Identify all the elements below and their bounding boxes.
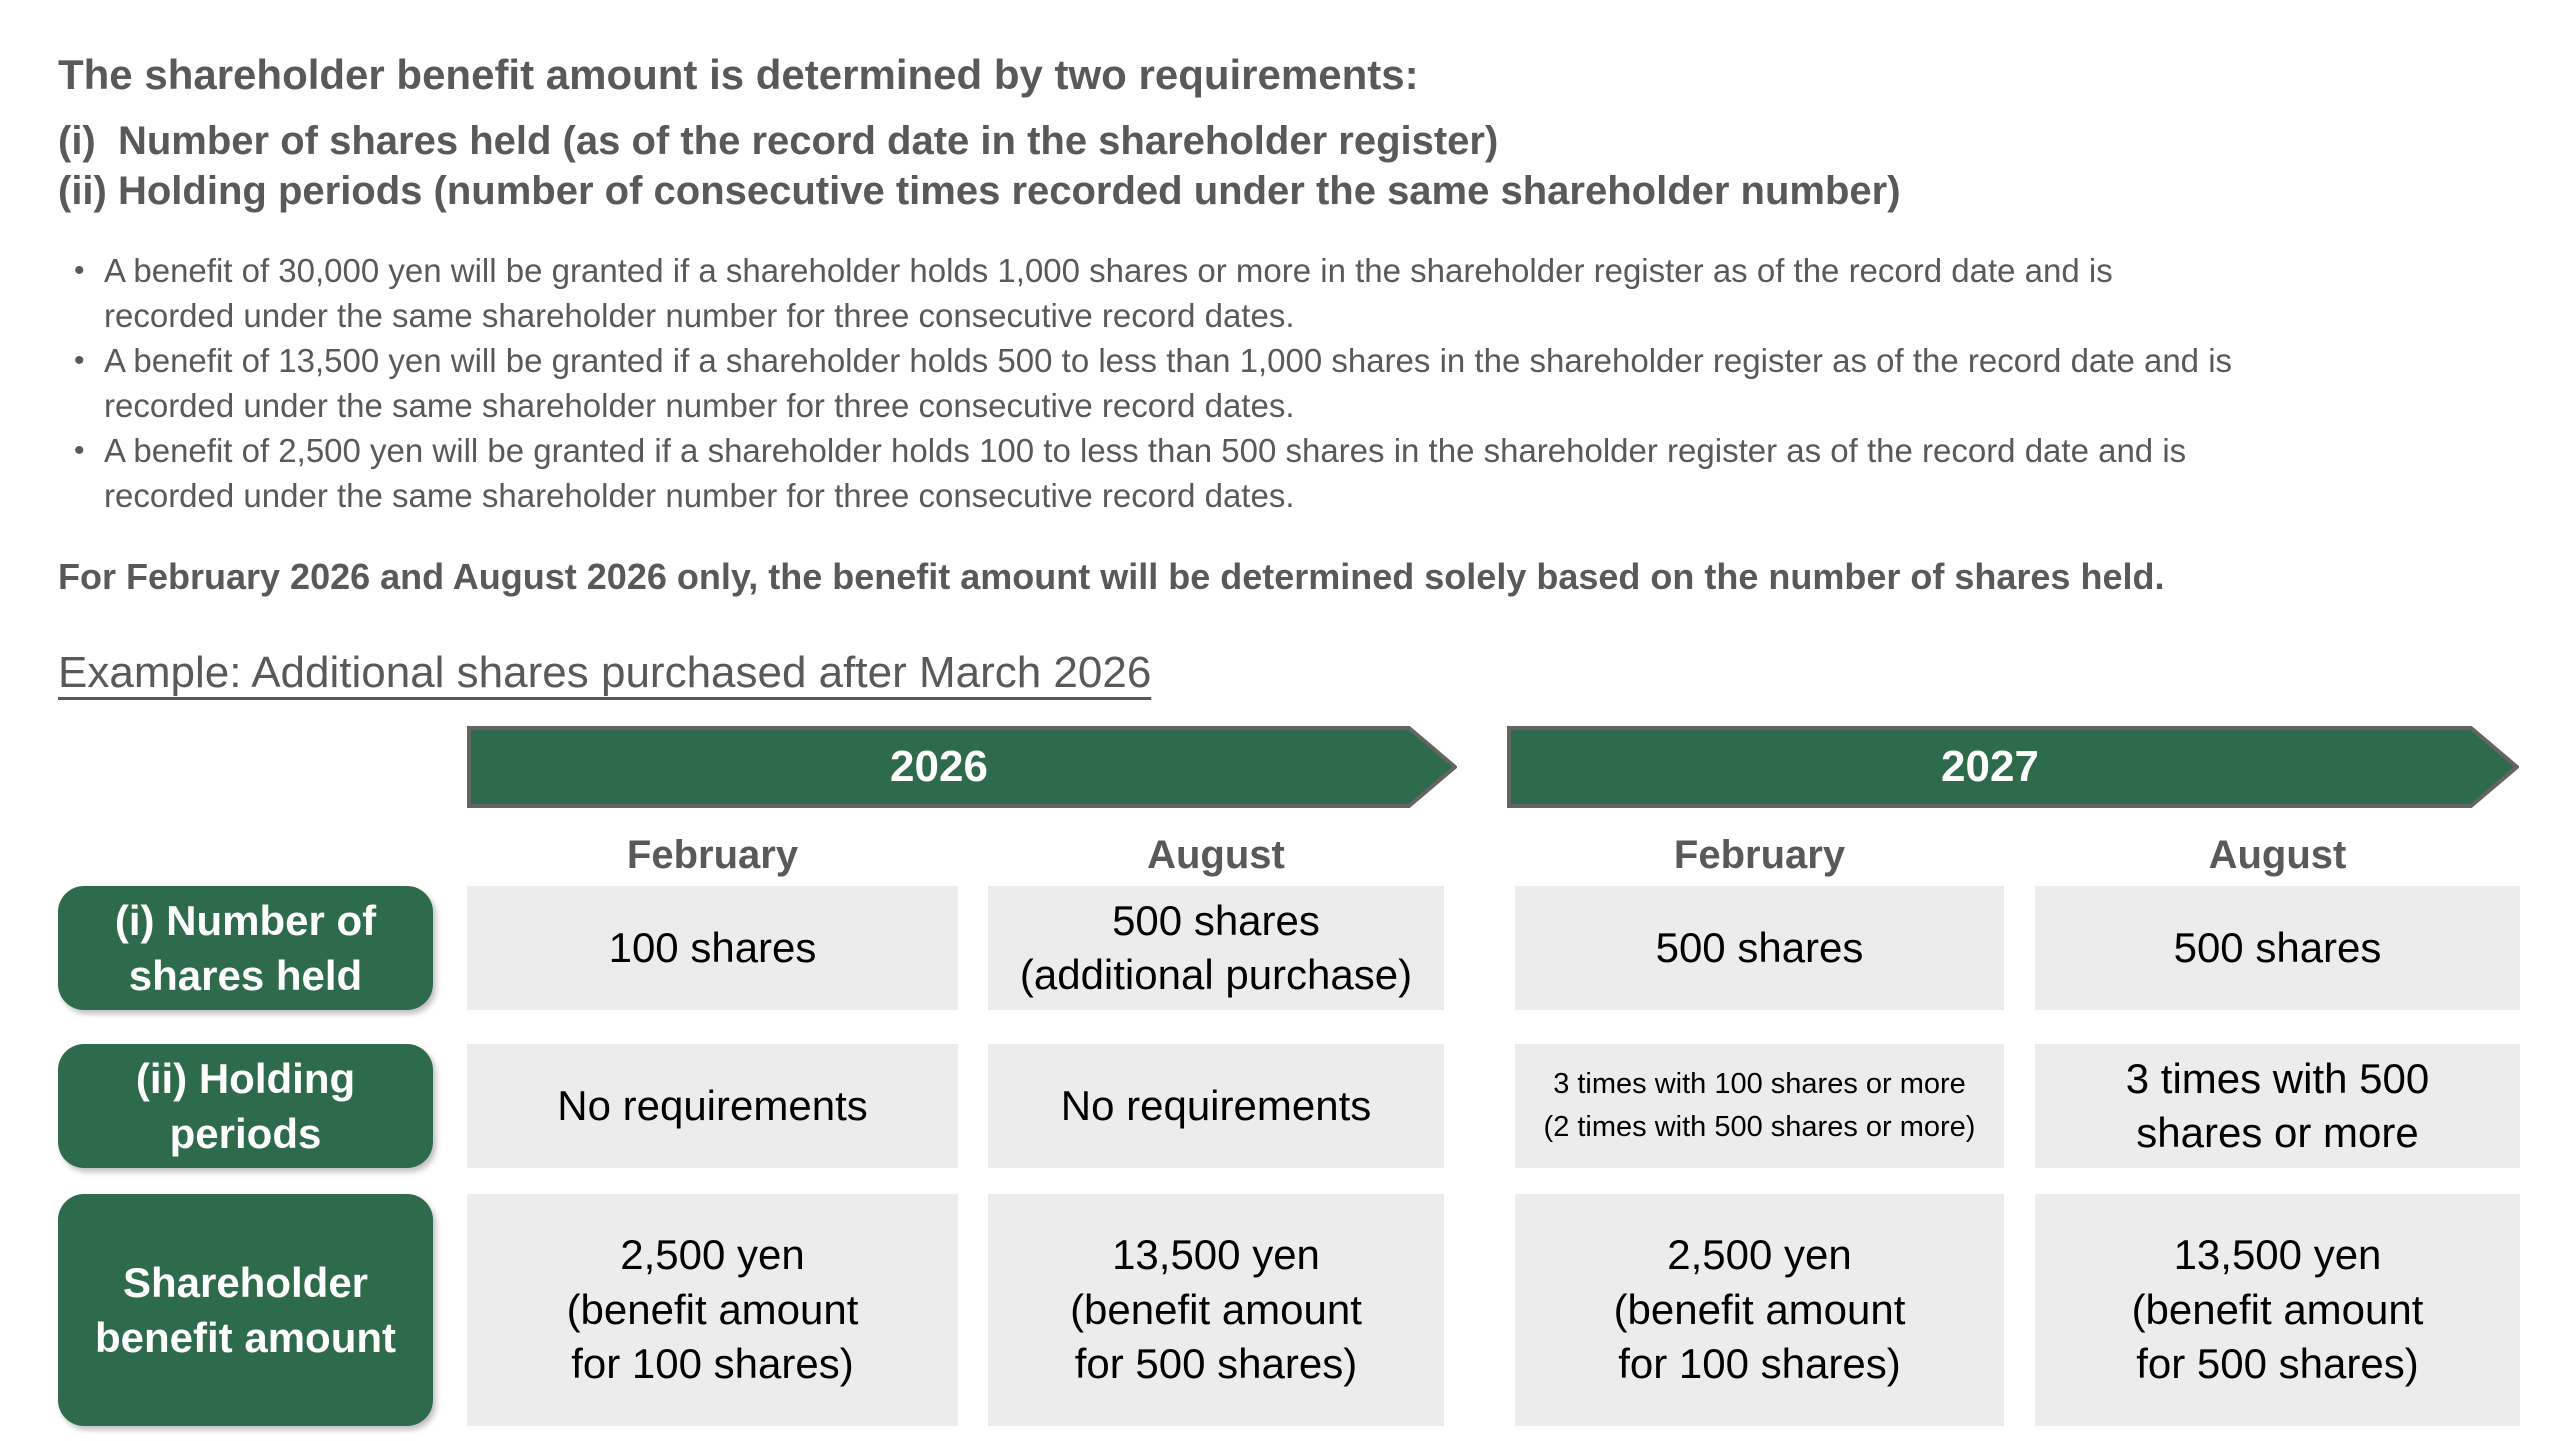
cell-shares-aug-2026: 500 shares (additional purchase) <box>988 886 1444 1011</box>
note-feb-aug-2026: For February 2026 and August 2026 only, … <box>58 556 2165 598</box>
year-label-2026: 2026 <box>890 742 988 792</box>
cell-shares-feb-2026: 100 shares <box>467 886 958 1011</box>
month-header-feb-2027: February <box>1673 833 1846 878</box>
cell-holding-aug-2026: No requirements <box>988 1044 1444 1169</box>
cell-benefit-feb-2027: 2,500 yen (benefit amount for 100 shares… <box>1515 1194 2004 1427</box>
year-label-2027: 2027 <box>1941 742 2039 792</box>
month-header-aug-2026: August <box>1147 833 1285 878</box>
list-item: • A benefit of 13,500 yen will be grante… <box>58 338 2532 428</box>
list-item: • A benefit of 2,500 yen will be granted… <box>58 428 2532 518</box>
cell-shares-feb-2027: 500 shares <box>1515 886 2004 1011</box>
example-heading-text: Example: Additional shares purchased aft… <box>58 648 1152 698</box>
cell-holding-feb-2026: No requirements <box>467 1044 958 1169</box>
month-header-aug-2027: August <box>2208 833 2347 878</box>
month-header-feb-2026: February <box>626 833 799 878</box>
cell-benefit-aug-2026: 13,500 yen (benefit amount for 500 share… <box>988 1194 1444 1427</box>
benefit-bullet-list: • A benefit of 30,000 yen will be grante… <box>58 248 2532 518</box>
cell-benefit-feb-2026: 2,500 yen (benefit amount for 100 shares… <box>467 1194 958 1427</box>
bullet-text-30000yen: A benefit of 30,000 yen will be granted … <box>104 252 2113 335</box>
bullet-marker: • <box>74 344 85 378</box>
bullet-text-2500yen: A benefit of 2,500 yen will be granted i… <box>104 432 2187 515</box>
example-table: 2026 2027 February August February Augus… <box>58 726 2532 1427</box>
bullet-marker: • <box>74 434 85 468</box>
year-band-2027: 2027 <box>1507 726 2520 809</box>
year-band-2026: 2026 <box>467 726 1457 809</box>
cell-holding-feb-2027: 3 times with 100 shares or more (2 times… <box>1515 1044 2004 1169</box>
cell-shares-aug-2027: 500 shares <box>2035 886 2520 1011</box>
cell-benefit-aug-2027: 13,500 yen (benefit amount for 500 share… <box>2035 1194 2520 1427</box>
row-label-holding-periods: (ii) Holding periods <box>58 1044 433 1169</box>
arrow-banner-2027-icon <box>1507 726 2519 809</box>
bullet-marker: • <box>74 254 85 288</box>
arrow-banner-2026-icon <box>467 726 1457 809</box>
bullet-text-13500yen: A benefit of 13,500 yen will be granted … <box>104 342 2233 425</box>
page-title: The shareholder benefit amount is determ… <box>58 51 1419 98</box>
requirement-i: (i) Number of shares held (as of the rec… <box>58 119 1499 164</box>
row-label-benefit-amount: Shareholder benefit amount <box>58 1194 433 1427</box>
requirement-ii: (ii) Holding periods (number of consecut… <box>58 169 1901 214</box>
cell-holding-aug-2027: 3 times with 500 shares or more <box>2035 1044 2520 1169</box>
list-item: • A benefit of 30,000 yen will be grante… <box>58 248 2532 338</box>
row-label-shares-held: (i) Number of shares held <box>58 886 433 1011</box>
example-heading: Example: Additional shares purchased aft… <box>58 645 2532 700</box>
